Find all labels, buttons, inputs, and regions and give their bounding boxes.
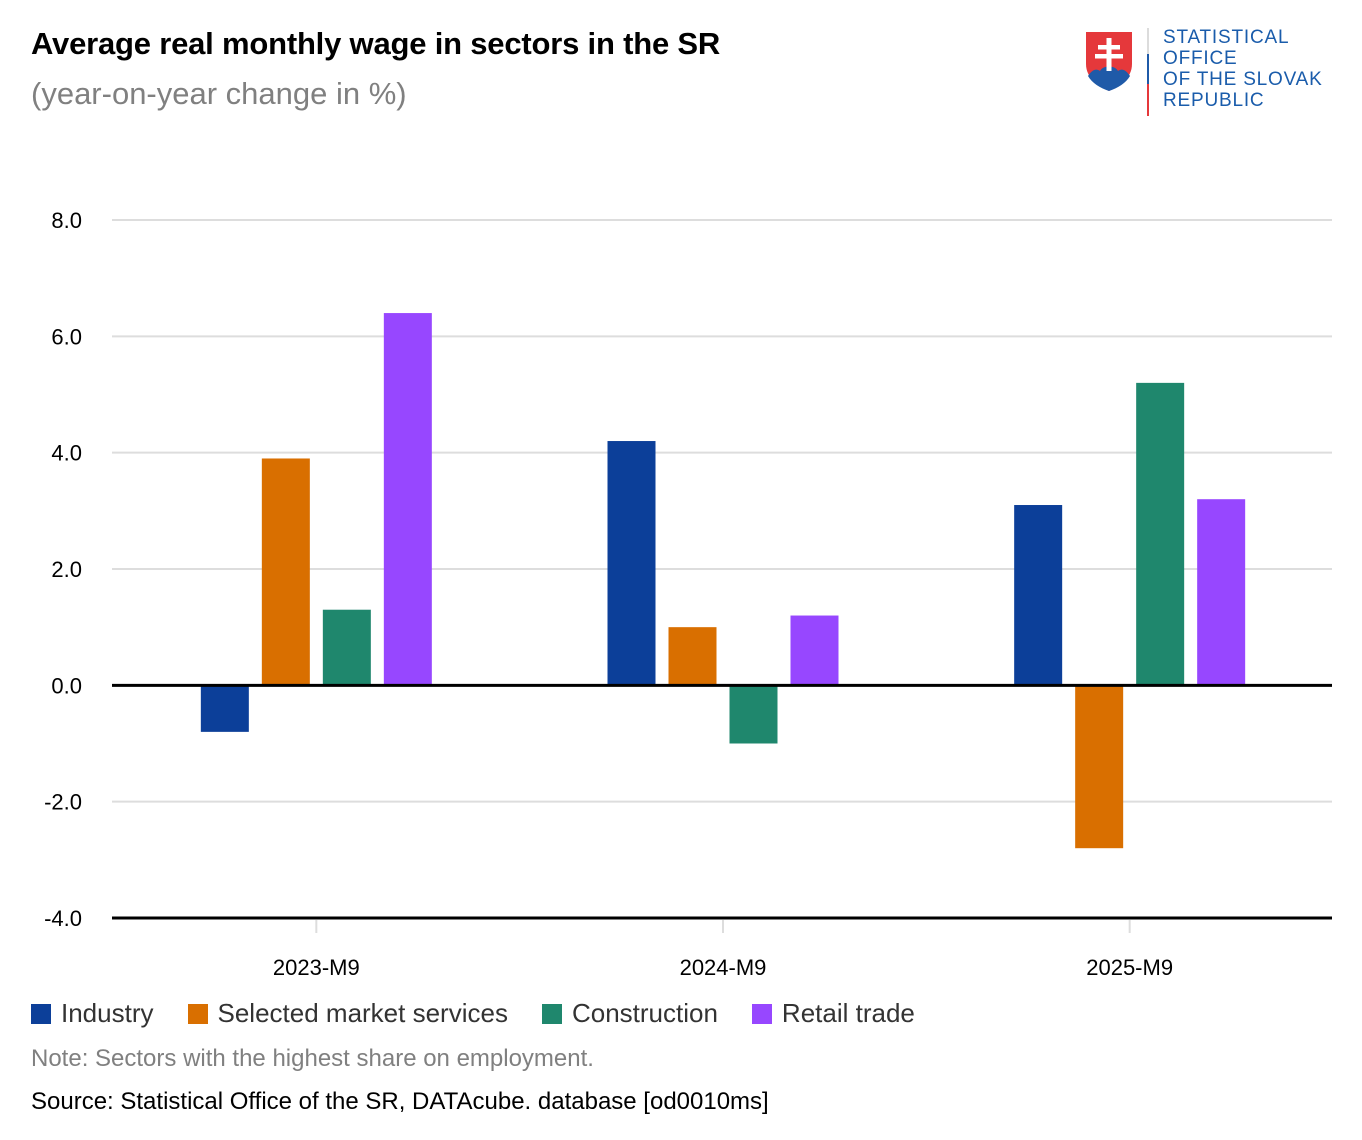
x-tick-label: 2024-M9 (680, 955, 767, 980)
bar-industry-2023-M9 (200, 685, 249, 732)
x-tick-label: 2023-M9 (273, 955, 360, 980)
y-axis-ticks: 8.0 6.0 4.0 2.0 0.0 -2.0 -4.0 (44, 208, 82, 931)
logo-line: OF THE SLOVAK (1163, 69, 1323, 90)
legend-label: Construction (571, 998, 718, 1028)
chart-note: Note: Sectors with the highest share on … (31, 1045, 594, 1072)
bars (200, 313, 1246, 849)
legend-item: Retail trade (751, 998, 915, 1029)
axes (112, 683, 1332, 920)
y-tick-label: 6.0 (51, 324, 82, 349)
y-tick-label: 4.0 (51, 441, 82, 466)
logo-line: REPUBLIC (1163, 90, 1265, 111)
bar-selected-market-services-2023-M9 (261, 458, 310, 686)
chart-source: Source: Statistical Office of the SR, DA… (31, 1088, 769, 1115)
x-axis-ticks: 2023-M9 2024-M9 2025-M9 (273, 920, 1173, 980)
y-tick-label: 0.0 (51, 673, 82, 698)
y-tick-label: 2.0 (51, 557, 82, 582)
bar-retail-trade-2024-M9 (790, 615, 839, 686)
y-tick-label: -4.0 (44, 906, 82, 931)
bar-selected-market-services-2025-M9 (1075, 685, 1124, 849)
bar-industry-2024-M9 (607, 441, 656, 686)
legend-item: Selected market services (187, 998, 508, 1029)
y-tick-label: -2.0 (44, 790, 82, 815)
bar-construction-2023-M9 (322, 609, 371, 686)
bar-industry-2025-M9 (1014, 505, 1063, 686)
legend-label: Selected market services (217, 998, 508, 1028)
logo-divider (1147, 28, 1149, 116)
bar-retail-trade-2023-M9 (383, 313, 432, 686)
bar-selected-market-services-2024-M9 (668, 627, 717, 686)
gridlines (112, 219, 1332, 803)
bar-chart: 8.06.04.02.00.0-2.0-4.0 2023-M9 2024-M9 20… (44, 208, 1332, 980)
chart-title: Average real monthly wage in sectors in … (31, 26, 721, 61)
statistical-office-logo: STATISTICAL OFFICE OF THE SLOVAK REPUBLI… (1084, 27, 1344, 118)
bar-construction-2024-M9 (729, 685, 778, 744)
logo-text: STATISTICAL OFFICE OF THE SLOVAK REPUBLI… (1163, 27, 1323, 111)
legend: Industry Selected market services Construc… (31, 998, 949, 1029)
legend-swatch (541, 1003, 562, 1024)
legend-label: Retail trade (781, 998, 915, 1028)
legend-item: Construction (541, 998, 718, 1029)
bar-construction-2025-M9 (1136, 382, 1185, 686)
chart-subtitle: (year-on-year change in %) (31, 76, 407, 111)
y-tick-label: 8.0 (51, 208, 82, 233)
logo-line: STATISTICAL (1163, 27, 1290, 48)
slovak-coat-of-arms-icon (1086, 32, 1132, 91)
logo-line: OFFICE (1163, 48, 1238, 69)
legend-swatch (187, 1003, 208, 1024)
legend-swatch (31, 1003, 51, 1024)
bar-retail-trade-2025-M9 (1197, 499, 1246, 686)
legend-label: Industry (61, 998, 154, 1028)
legend-item: Industry (31, 998, 154, 1029)
x-tick-label: 2025-M9 (1086, 955, 1173, 980)
legend-swatch (751, 1003, 772, 1024)
